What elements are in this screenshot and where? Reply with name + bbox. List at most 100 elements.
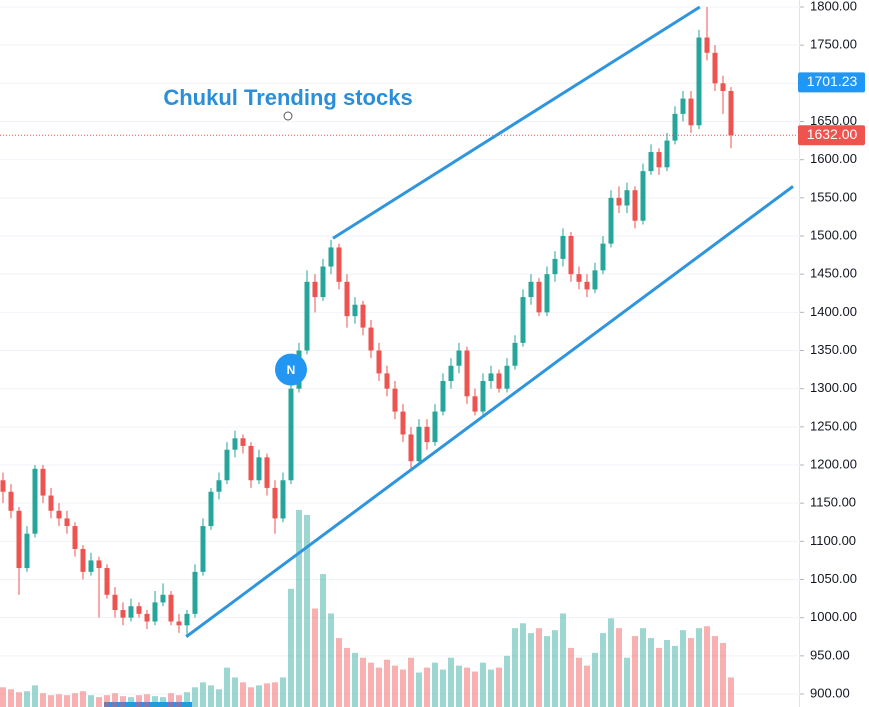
- candle-body: [232, 438, 238, 450]
- candle-body: [152, 602, 158, 622]
- candle-body: [168, 594, 174, 622]
- candle-body: [544, 274, 550, 313]
- volume-bar: [640, 628, 646, 707]
- candle-body: [624, 190, 630, 206]
- volume-bar: [560, 613, 566, 707]
- volume-bar: [568, 647, 574, 707]
- volume-bar: [456, 665, 462, 707]
- volume-bar: [352, 652, 358, 707]
- volume-bar: [616, 628, 622, 707]
- candle-body: [432, 411, 438, 443]
- candle-body: [416, 426, 422, 462]
- event-marker-label: N: [287, 363, 296, 377]
- volume-bar: [264, 683, 270, 707]
- volume-bar: [424, 667, 430, 707]
- volume-bar: [552, 630, 558, 707]
- candle-body: [560, 236, 566, 259]
- volume-bar: [328, 613, 334, 707]
- candle-body: [728, 90, 734, 136]
- y-tick-label: 1550.00: [810, 189, 857, 204]
- volume-bar: [624, 657, 630, 707]
- candle-body: [664, 140, 670, 168]
- volume-bar: [672, 645, 678, 707]
- volume-bar: [184, 692, 190, 707]
- volume-bar: [208, 685, 214, 707]
- volume-bar: [528, 633, 534, 707]
- candle-body: [488, 373, 494, 382]
- candle-body: [592, 270, 598, 290]
- candle-body: [192, 571, 198, 614]
- candle-body: [496, 373, 502, 389]
- candle-body: [376, 350, 382, 374]
- y-tick-label: 1500.00: [810, 227, 857, 242]
- trendline: [185, 185, 794, 638]
- volume-bar: [360, 657, 366, 707]
- volume-bar: [296, 510, 302, 707]
- volume-bar: [24, 691, 30, 707]
- candle-body: [40, 468, 46, 496]
- volume-bar: [464, 667, 470, 707]
- candle-body: [688, 98, 694, 126]
- volume-bar: [144, 694, 150, 707]
- candle-body: [536, 281, 542, 313]
- candle-body: [696, 37, 702, 126]
- volume-bar: [56, 694, 62, 707]
- volume-bar: [96, 697, 102, 707]
- volume-bar: [168, 693, 174, 707]
- volume-bar: [504, 655, 510, 707]
- volume-bar: [136, 695, 142, 707]
- trendline: [332, 5, 701, 240]
- volume-bar: [392, 665, 398, 707]
- candle-body: [224, 449, 230, 481]
- title-anchor: [283, 111, 293, 121]
- volume-bar: [176, 695, 182, 707]
- volume-bar: [80, 691, 86, 707]
- candle-body: [120, 610, 126, 618]
- volume-bar: [160, 697, 166, 707]
- volume-bar: [240, 682, 246, 707]
- candle-body: [32, 468, 38, 534]
- price-badge: [798, 125, 865, 146]
- price-badge: [798, 72, 865, 93]
- candle-body: [472, 396, 478, 412]
- volume-bar: [440, 669, 446, 707]
- y-tick-label: 1450.00: [810, 266, 857, 281]
- candle-body: [448, 365, 454, 382]
- volume-bar: [376, 667, 382, 707]
- volume-bar: [488, 669, 494, 707]
- candle-body: [264, 457, 270, 488]
- volume-bar: [472, 671, 478, 707]
- volume-bar: [720, 642, 726, 707]
- volume-bar: [280, 677, 286, 707]
- y-tick-label: 1050.00: [810, 571, 857, 586]
- volume-bar: [584, 665, 590, 707]
- y-tick-label: 1400.00: [810, 304, 857, 319]
- candle-body: [0, 480, 6, 492]
- volume-bar: [288, 588, 294, 707]
- candle-body: [576, 274, 582, 282]
- y-tick-label: 1650.00: [810, 113, 857, 128]
- volume-bar: [408, 657, 414, 707]
- candle-body: [392, 388, 398, 412]
- volume-bar: [0, 687, 6, 707]
- candle-body: [424, 426, 430, 443]
- y-tick-label: 1000.00: [810, 609, 857, 624]
- y-tick-label: 900.00: [810, 685, 850, 700]
- volume-bar: [216, 689, 222, 707]
- candle-body: [208, 491, 214, 527]
- y-tick-label: 1250.00: [810, 418, 857, 433]
- candle-body: [320, 266, 326, 298]
- volume-bar: [600, 633, 606, 707]
- volume-bar: [512, 628, 518, 707]
- y-tick-label: 1350.00: [810, 342, 857, 357]
- candle-body: [248, 445, 254, 481]
- candle-body: [8, 491, 14, 511]
- volume-bar: [32, 685, 38, 707]
- volume-bar: [400, 669, 406, 707]
- volume-bar: [648, 638, 654, 707]
- candle-body: [272, 487, 278, 519]
- y-tick-label: 1100.00: [810, 533, 856, 548]
- candle-body: [656, 152, 662, 168]
- candle-body: [672, 113, 678, 141]
